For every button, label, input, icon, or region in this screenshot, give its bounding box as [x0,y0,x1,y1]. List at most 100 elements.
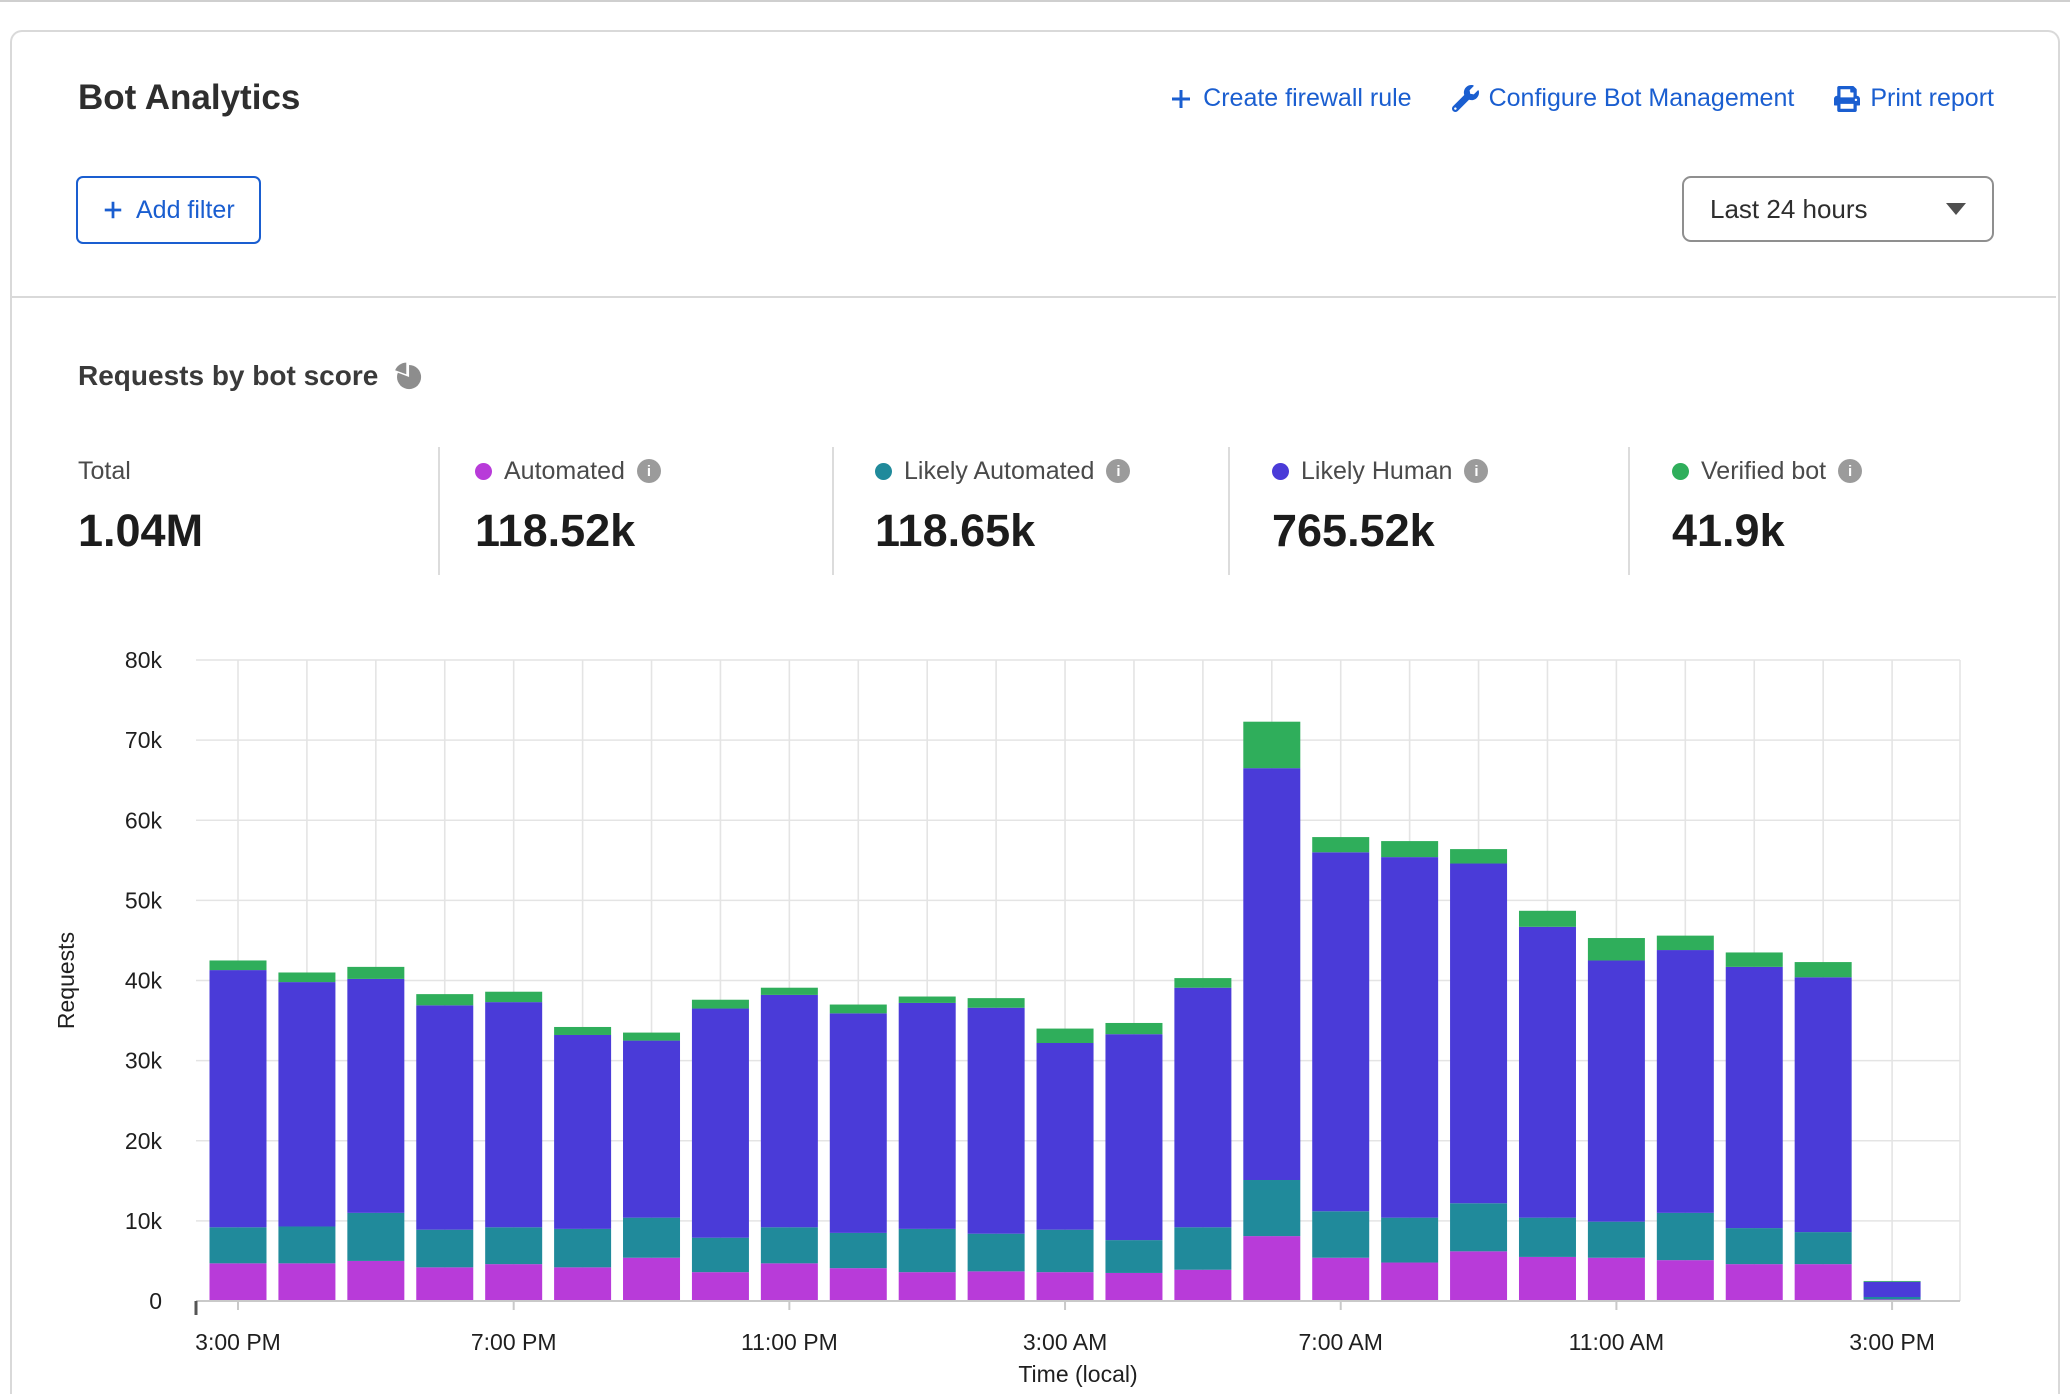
bar-segment-likely_human[interactable] [1519,927,1576,1218]
chart-bar[interactable] [1726,952,1783,1301]
bar-segment-likely_automated[interactable] [278,1226,335,1263]
bar-segment-verified_bot[interactable] [623,1033,680,1041]
bar-segment-verified_bot[interactable] [1450,849,1507,863]
bar-segment-verified_bot[interactable] [1726,952,1783,966]
bar-segment-verified_bot[interactable] [830,1005,887,1014]
bar-segment-likely_automated[interactable] [347,1213,404,1261]
bar-segment-automated[interactable] [968,1271,1025,1301]
bar-segment-automated[interactable] [1726,1264,1783,1301]
chart-bar[interactable] [485,992,542,1301]
bar-segment-verified_bot[interactable] [1105,1023,1162,1034]
chart-bar[interactable] [1243,722,1300,1301]
bar-segment-automated[interactable] [1174,1270,1231,1301]
bar-segment-likely_human[interactable] [1037,1043,1094,1230]
bar-segment-likely_automated[interactable] [1105,1240,1162,1273]
bar-segment-automated[interactable] [1588,1258,1645,1301]
bar-segment-verified_bot[interactable] [899,997,956,1003]
bar-segment-likely_automated[interactable] [210,1227,267,1263]
configure-bot-management-link[interactable]: Configure Bot Management [1452,84,1795,113]
bar-segment-likely_human[interactable] [1450,864,1507,1204]
chart-bar[interactable] [347,967,404,1301]
bar-segment-likely_human[interactable] [1588,960,1645,1221]
chart-bar[interactable] [1174,978,1231,1301]
bar-segment-automated[interactable] [1312,1258,1369,1301]
bar-segment-verified_bot[interactable] [692,1000,749,1009]
bar-segment-likely_automated[interactable] [1381,1218,1438,1263]
bar-segment-verified_bot[interactable] [968,998,1025,1008]
bar-segment-likely_automated[interactable] [1864,1297,1921,1299]
bar-segment-verified_bot[interactable] [278,972,335,982]
bar-segment-likely_automated[interactable] [1174,1227,1231,1269]
bar-segment-automated[interactable] [1519,1257,1576,1301]
bar-segment-automated[interactable] [347,1261,404,1301]
bar-segment-likely_human[interactable] [278,982,335,1226]
bar-segment-automated[interactable] [416,1267,473,1301]
chart-bar[interactable] [1381,841,1438,1301]
bar-segment-automated[interactable] [210,1263,267,1301]
chart-bar[interactable] [1864,1281,1921,1301]
bar-segment-likely_automated[interactable] [1726,1228,1783,1264]
bar-segment-verified_bot[interactable] [485,992,542,1002]
bar-segment-likely_human[interactable] [1726,967,1783,1228]
bar-segment-automated[interactable] [1450,1251,1507,1301]
chart-bar[interactable] [1795,962,1852,1301]
bar-segment-verified_bot[interactable] [1795,962,1852,977]
bar-segment-automated[interactable] [278,1263,335,1301]
chart-bar[interactable] [1588,938,1645,1301]
bar-segment-likely_human[interactable] [1795,977,1852,1232]
bar-segment-likely_automated[interactable] [761,1227,818,1263]
bar-segment-likely_automated[interactable] [1795,1232,1852,1264]
bar-segment-verified_bot[interactable] [1243,722,1300,768]
bar-segment-likely_automated[interactable] [692,1238,749,1272]
bar-segment-likely_automated[interactable] [1312,1211,1369,1257]
bar-segment-automated[interactable] [1381,1263,1438,1301]
bar-segment-likely_automated[interactable] [1519,1218,1576,1257]
info-icon[interactable]: i [1106,459,1130,483]
bar-segment-likely_automated[interactable] [416,1230,473,1268]
bar-segment-verified_bot[interactable] [416,994,473,1005]
bar-segment-automated[interactable] [1243,1236,1300,1301]
bar-segment-likely_automated[interactable] [968,1234,1025,1272]
bar-segment-automated[interactable] [623,1258,680,1301]
chart-bar[interactable] [1037,1029,1094,1301]
bar-segment-likely_human[interactable] [968,1008,1025,1234]
print-report-link[interactable]: Print report [1834,84,1994,113]
bar-segment-likely_automated[interactable] [899,1229,956,1272]
chart-bar[interactable] [968,998,1025,1301]
bar-segment-automated[interactable] [1795,1264,1852,1301]
bar-segment-verified_bot[interactable] [1588,938,1645,960]
chart-bar[interactable] [692,1000,749,1301]
bar-segment-likely_automated[interactable] [623,1218,680,1258]
chart-bar[interactable] [1657,936,1714,1301]
chart-bar[interactable] [1105,1023,1162,1301]
bar-segment-verified_bot[interactable] [1037,1029,1094,1043]
bar-segment-verified_bot[interactable] [554,1027,611,1035]
bar-segment-automated[interactable] [1037,1272,1094,1301]
bar-segment-likely_human[interactable] [1864,1282,1921,1297]
bar-segment-likely_human[interactable] [210,970,267,1227]
bar-segment-likely_automated[interactable] [1657,1213,1714,1260]
bar-segment-verified_bot[interactable] [1864,1281,1921,1282]
bar-segment-verified_bot[interactable] [1657,936,1714,950]
bar-segment-verified_bot[interactable] [761,988,818,995]
chart-bar[interactable] [761,988,818,1301]
bar-segment-automated[interactable] [830,1268,887,1301]
info-icon[interactable]: i [1838,459,1862,483]
bar-segment-verified_bot[interactable] [1519,911,1576,927]
bar-segment-likely_human[interactable] [623,1041,680,1218]
bar-segment-automated[interactable] [554,1267,611,1301]
chart-bar[interactable] [554,1027,611,1301]
chart-bar[interactable] [210,960,267,1301]
info-icon[interactable]: i [637,459,661,483]
bar-segment-likely_human[interactable] [899,1003,956,1229]
bar-segment-likely_human[interactable] [761,995,818,1227]
bar-segment-likely_human[interactable] [1105,1034,1162,1240]
bar-segment-likely_automated[interactable] [1450,1203,1507,1251]
bar-segment-likely_automated[interactable] [830,1233,887,1268]
bar-segment-likely_human[interactable] [1243,768,1300,1180]
bar-segment-likely_automated[interactable] [554,1229,611,1267]
chart-bar[interactable] [278,972,335,1301]
bar-segment-likely_automated[interactable] [1037,1230,1094,1272]
bar-segment-likely_human[interactable] [485,1002,542,1227]
bar-segment-likely_human[interactable] [1381,857,1438,1218]
